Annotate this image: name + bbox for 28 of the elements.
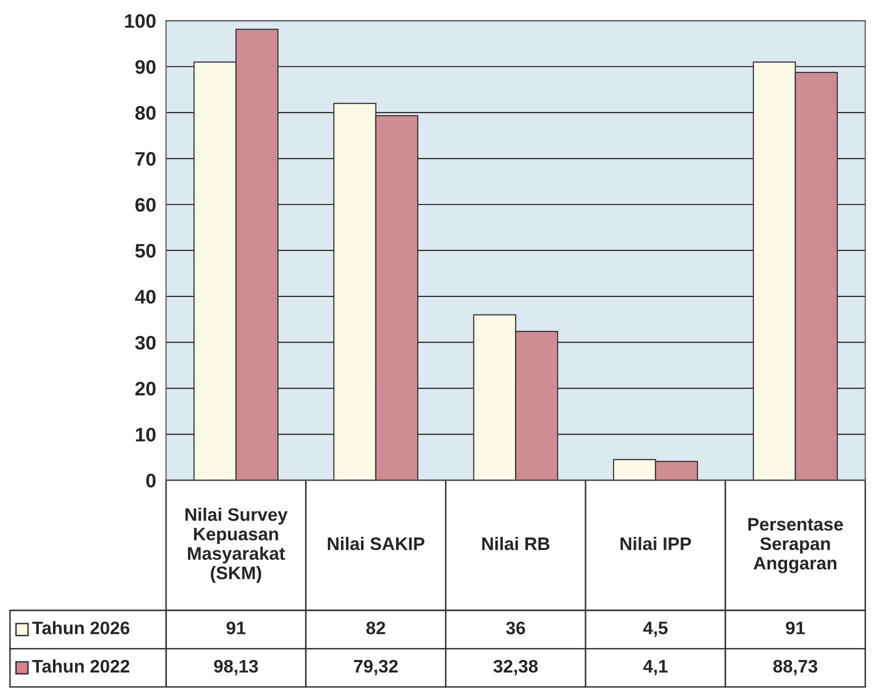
- y-tick-label: 80: [135, 106, 156, 120]
- data-label: 32,38: [493, 660, 538, 676]
- x-tick-label: Nilai SAKIP: [328, 536, 424, 550]
- y-tick-label: 50: [135, 244, 156, 258]
- data-label: 82: [366, 622, 386, 634]
- y-tick-label: 60: [135, 198, 156, 212]
- data-label: 88,73: [773, 660, 818, 676]
- y-tick-label: 90: [135, 60, 156, 74]
- y-tick-label: 30: [135, 336, 156, 350]
- x-tick-label: Nilai RB: [482, 536, 550, 550]
- y-tick-label: 0: [146, 474, 156, 488]
- data-label: 36: [506, 622, 526, 634]
- legend-label: Tahun 2022: [32, 659, 130, 673]
- data-label: 98,13: [214, 660, 258, 676]
- y-tick-label: 10: [136, 428, 156, 442]
- data-label: 4,5: [643, 622, 668, 637]
- data-label: 4,1: [643, 660, 668, 676]
- x-tick-label: Nilai IPP: [620, 536, 692, 550]
- data-label: 79,32: [354, 660, 398, 676]
- y-tick-label: 40: [135, 290, 156, 304]
- legend-label: Tahun 2026: [32, 621, 130, 634]
- x-tick-label: Nilai Survey Kepuasan Masyarakat (SKM): [186, 508, 288, 583]
- y-tick-label: 70: [136, 152, 156, 166]
- x-tick-label: Persentase Serapan Anggaran: [748, 518, 843, 574]
- data-label: 91: [786, 622, 805, 634]
- y-tick-label: 20: [135, 382, 156, 396]
- y-tick-label: 100: [125, 14, 156, 28]
- data-label: 91: [226, 622, 246, 634]
